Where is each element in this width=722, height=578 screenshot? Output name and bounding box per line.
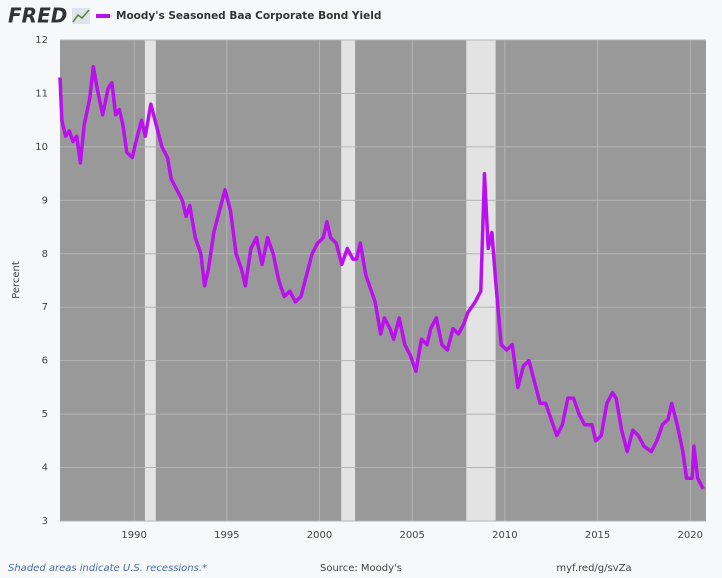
footer-link: myf.red/g/svZa [556,563,631,574]
x-tick-label: 1990 [121,530,146,541]
x-tick-label: 2005 [399,530,424,541]
data-line [58,64,705,490]
recession-band [144,40,156,521]
footer-note: Shaded areas indicate U.S. recessions.* [8,563,207,574]
y-tick-label: 8 [42,249,48,260]
y-tick-label: 9 [42,195,48,206]
y-axis-label: Percent [11,261,22,299]
y-tick-label: 12 [35,35,48,46]
plot-background [60,40,706,521]
logo-icon [72,8,90,24]
x-tick-label: 2010 [492,530,517,541]
y-tick-label: 5 [42,409,48,420]
y-tick-label: 6 [42,356,48,367]
x-tick-label: 1995 [214,530,239,541]
y-tick-label: 4 [42,463,48,474]
y-tick-label: 10 [35,142,48,153]
x-tick-label: 2000 [307,530,332,541]
footer-source: Source: Moody's [320,563,402,574]
recession-band [341,40,356,521]
x-tick-label: 2015 [585,530,610,541]
logo: FRED [8,4,67,28]
y-tick-label: 3 [42,516,48,527]
x-tick-label: 2020 [678,530,703,541]
y-tick-label: 7 [42,302,48,313]
legend-label: Moody's Seasoned Baa Corporate Bond Yiel… [116,10,381,22]
y-tick-label: 11 [35,88,48,99]
